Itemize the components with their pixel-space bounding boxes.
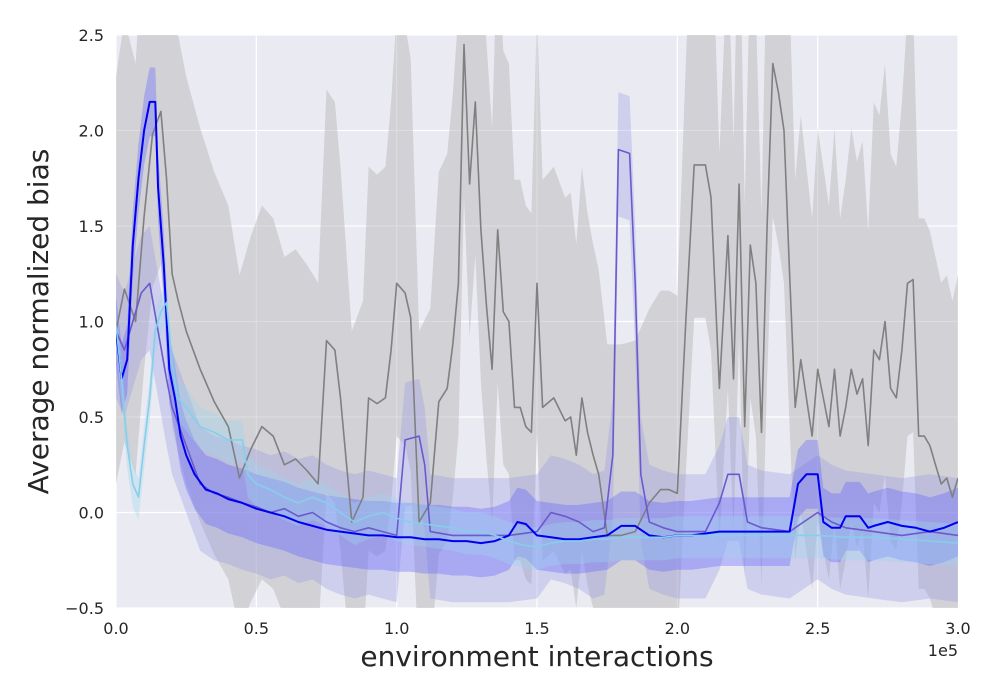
y-tick-label: 0.0 xyxy=(79,504,104,523)
series-line-0 xyxy=(116,43,958,537)
y-axis-ticks: −0.5 0.0 0.5 1.0 1.5 2.0 2.5 xyxy=(65,26,104,618)
x-tick-label: 1.0 xyxy=(384,619,409,638)
x-tick-label: 2.5 xyxy=(805,619,830,638)
y-tick-label: 1.0 xyxy=(79,313,104,332)
x-axis-offset-label: 1e5 xyxy=(928,641,958,660)
series-line-2 xyxy=(116,100,958,545)
y-tick-label: 0.5 xyxy=(79,408,104,427)
x-tick-label: 0.0 xyxy=(103,619,128,638)
y-tick-label: 2.5 xyxy=(79,26,104,45)
series-band-0 xyxy=(116,35,958,608)
series-lines xyxy=(116,43,958,548)
series-band-3 xyxy=(116,283,958,570)
x-axis-ticks: 0.0 0.5 1.0 1.5 2.0 2.5 3.0 xyxy=(103,619,970,638)
x-tick-label: 0.5 xyxy=(244,619,269,638)
y-tick-label: −0.5 xyxy=(65,599,104,618)
series-band-1 xyxy=(116,92,958,603)
y-tick-label: 2.0 xyxy=(79,122,104,141)
grid xyxy=(115,34,959,609)
y-axis-label: Average normalized bias xyxy=(22,149,55,495)
x-tick-label: 2.0 xyxy=(665,619,690,638)
series-line-3 xyxy=(116,301,958,548)
y-tick-label: 1.5 xyxy=(79,217,104,236)
x-tick-label: 1.5 xyxy=(524,619,549,638)
x-tick-label: 3.0 xyxy=(945,619,970,638)
x-axis-label: environment interactions xyxy=(360,640,713,673)
